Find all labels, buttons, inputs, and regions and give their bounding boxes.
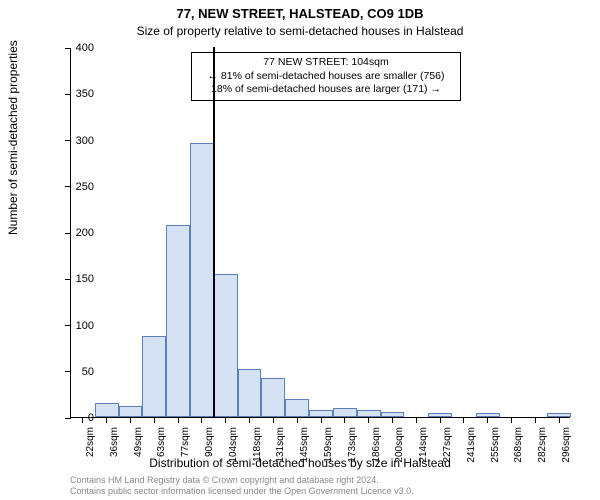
x-tick (392, 417, 393, 423)
x-tick (463, 417, 464, 423)
x-tick (416, 417, 417, 423)
x-tick (344, 417, 345, 423)
chart-title: 77, NEW STREET, HALSTEAD, CO9 1DB (0, 6, 600, 21)
x-tick-label: 90sqm (204, 427, 215, 477)
histogram-bar (238, 369, 262, 417)
x-tick-label: 241sqm (466, 427, 477, 477)
x-tick (368, 417, 369, 423)
x-tick-label: 77sqm (180, 427, 191, 477)
annotation-line1: 77 NEW STREET: 104sqm (196, 56, 456, 70)
x-tick-label: 282sqm (537, 427, 548, 477)
histogram-bar (261, 378, 285, 417)
x-tick (201, 417, 202, 423)
annotation-line2: ← 81% of semi-detached houses are smalle… (196, 70, 456, 84)
x-tick (130, 417, 131, 423)
x-tick-label: 214sqm (418, 427, 429, 477)
histogram-bar (309, 410, 333, 417)
x-tick (178, 417, 179, 423)
annotation-line3: 18% of semi-detached houses are larger (… (196, 83, 456, 97)
x-tick (440, 417, 441, 423)
histogram-bar (428, 413, 452, 417)
x-tick-label: 49sqm (133, 427, 144, 477)
x-tick (273, 417, 274, 423)
x-tick (154, 417, 155, 423)
x-tick-label: 36sqm (109, 427, 120, 477)
x-tick (106, 417, 107, 423)
x-tick (249, 417, 250, 423)
x-tick (297, 417, 298, 423)
x-tick-label: 118sqm (252, 427, 263, 477)
x-tick-label: 268sqm (513, 427, 524, 477)
y-tick-label: 200 (54, 227, 94, 239)
x-tick-label: 104sqm (228, 427, 239, 477)
plot-area: 77 NEW STREET: 104sqm ← 81% of semi-deta… (70, 48, 570, 418)
x-tick (321, 417, 322, 423)
histogram-bar (142, 336, 166, 417)
y-tick-label: 50 (54, 366, 94, 378)
x-tick (559, 417, 560, 423)
histogram-bar (95, 403, 119, 417)
x-tick-label: 186sqm (371, 427, 382, 477)
footer-line2: Contains public sector information licen… (0, 486, 600, 497)
x-tick-label: 173sqm (347, 427, 358, 477)
histogram-bar (547, 413, 571, 417)
histogram-bar (119, 406, 143, 417)
x-tick-label: 145sqm (299, 427, 310, 477)
histogram-bar (381, 412, 405, 417)
y-tick-label: 300 (54, 135, 94, 147)
footer: Contains HM Land Registry data © Crown c… (0, 475, 600, 497)
histogram-bar (476, 413, 500, 417)
y-tick-label: 400 (54, 42, 94, 54)
histogram-bar (190, 143, 214, 417)
x-tick (535, 417, 536, 423)
x-tick-label: 200sqm (394, 427, 405, 477)
x-tick-label: 159sqm (323, 427, 334, 477)
histogram-bar (214, 274, 238, 417)
y-tick-label: 250 (54, 181, 94, 193)
y-axis-label: Number of semi-detached properties (6, 40, 20, 235)
x-tick-label: 131sqm (275, 427, 286, 477)
marker-line (213, 47, 215, 417)
y-tick-label: 150 (54, 273, 94, 285)
x-tick (487, 417, 488, 423)
annotation-box: 77 NEW STREET: 104sqm ← 81% of semi-deta… (191, 52, 461, 101)
chart-container: 77, NEW STREET, HALSTEAD, CO9 1DB Size o… (0, 0, 600, 500)
chart-subtitle: Size of property relative to semi-detach… (0, 24, 600, 38)
y-tick-label: 0 (54, 412, 94, 424)
x-tick-label: 255sqm (490, 427, 501, 477)
footer-line1: Contains HM Land Registry data © Crown c… (0, 475, 600, 486)
y-tick-label: 100 (54, 320, 94, 332)
x-tick-label: 227sqm (442, 427, 453, 477)
histogram-bar (166, 225, 190, 417)
y-tick-label: 350 (54, 88, 94, 100)
x-tick-label: 63sqm (156, 427, 167, 477)
x-tick-label: 296sqm (561, 427, 572, 477)
x-tick (511, 417, 512, 423)
histogram-bar (333, 408, 357, 417)
histogram-bar (285, 399, 309, 418)
x-tick (225, 417, 226, 423)
histogram-bar (357, 410, 381, 417)
x-tick-label: 22sqm (85, 427, 96, 477)
